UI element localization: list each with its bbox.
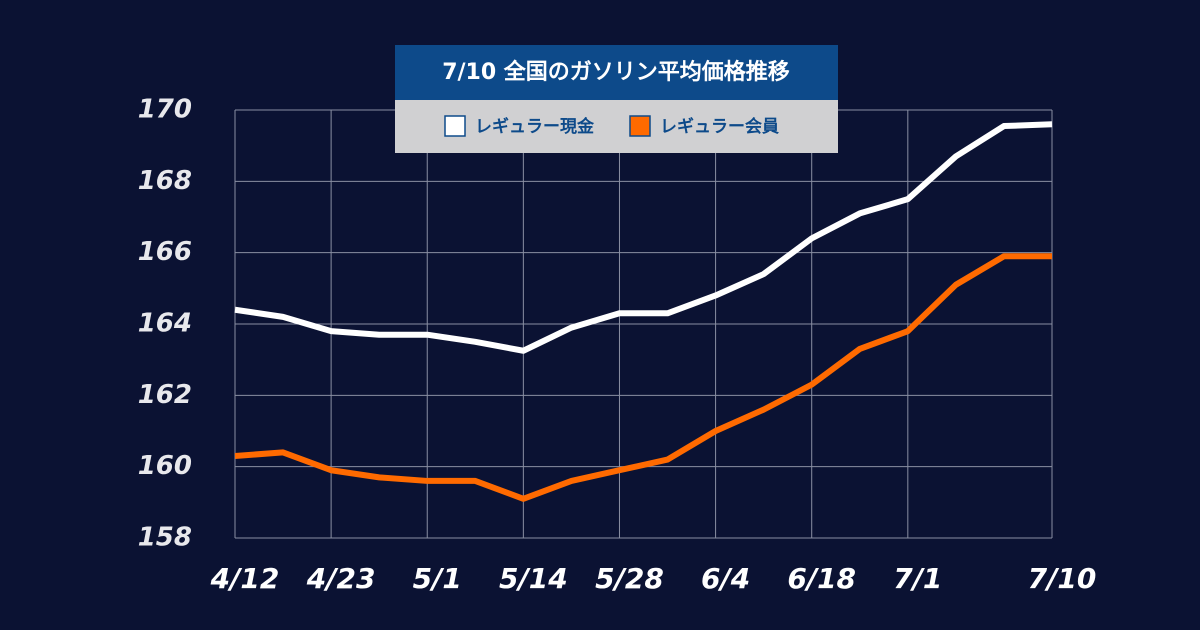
x-tick-label: 6/4 xyxy=(701,562,750,595)
x-tick-label: 4/12 xyxy=(210,562,280,595)
y-tick-label: 164 xyxy=(138,309,192,339)
legend-swatch xyxy=(444,115,466,137)
x-tick-label: 5/14 xyxy=(499,562,568,595)
y-tick-label: 166 xyxy=(138,237,192,267)
legend-swatch xyxy=(629,115,651,137)
chart-title: 7/10 全国のガソリン平均価格推移 xyxy=(442,59,790,85)
y-tick-label: 158 xyxy=(138,523,192,553)
series-line xyxy=(234,121,1053,354)
series-line xyxy=(234,253,1052,502)
title-box xyxy=(395,45,838,100)
y-tick-label: 170 xyxy=(138,95,192,125)
legend-box xyxy=(395,100,838,153)
y-tick-label: 160 xyxy=(138,451,192,481)
y-tick-label: 162 xyxy=(138,380,192,410)
legend-label: レギュラー現金 xyxy=(475,116,595,137)
x-tick-label: 4/23 xyxy=(306,562,376,595)
x-tick-label: 7/1 xyxy=(893,562,942,595)
x-tick-label: 6/18 xyxy=(787,562,856,595)
y-tick-label: 168 xyxy=(138,166,192,196)
x-tick-label: 5/1 xyxy=(413,562,462,595)
legend-label: レギュラー会員 xyxy=(660,116,779,137)
x-tick-label: 7/10 xyxy=(1028,562,1097,595)
x-tick-label: 5/28 xyxy=(595,562,664,595)
